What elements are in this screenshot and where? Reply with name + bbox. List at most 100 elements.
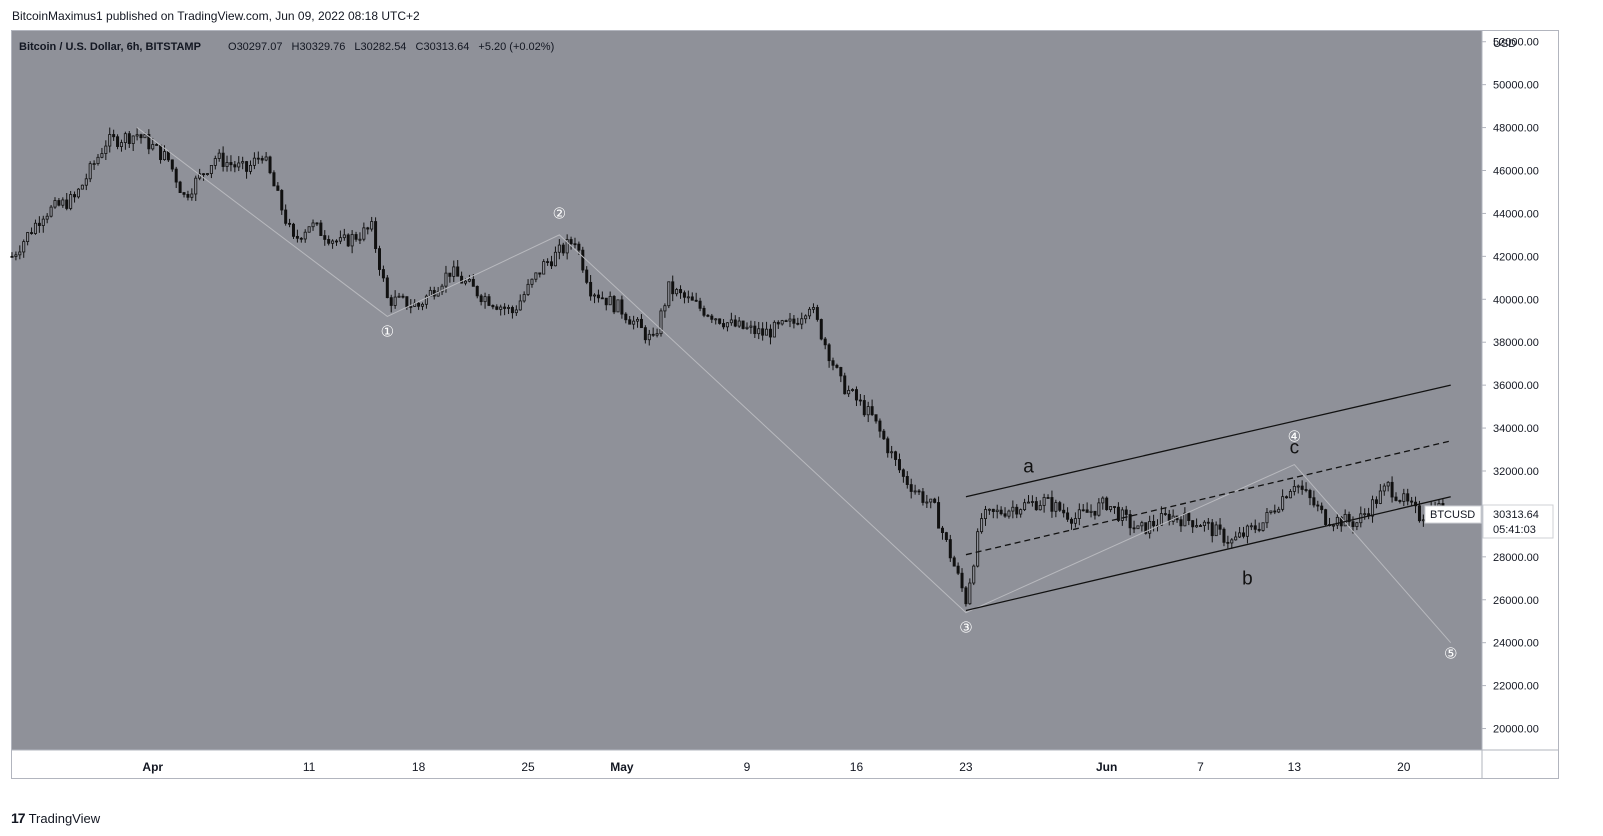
- candle-270: [1066, 507, 1070, 522]
- candle-105: [421, 302, 425, 311]
- svg-text:⑤: ⑤: [1444, 645, 1457, 662]
- ascending-channel: [965, 384, 1451, 612]
- candle-41: [170, 159, 174, 172]
- candle-66: [268, 155, 272, 175]
- candle-62: [252, 152, 256, 170]
- plot-area[interactable]: [12, 31, 1482, 750]
- tradingview-logo-icon: 17: [11, 810, 26, 826]
- candle-273: [1077, 503, 1081, 526]
- candle-271: [1069, 517, 1073, 530]
- candle-304: [1199, 524, 1203, 527]
- price-tick-10: 32000.00: [1493, 466, 1539, 478]
- candle-218: [862, 394, 866, 417]
- candle-311: [1226, 535, 1230, 549]
- candle-199: [788, 312, 792, 328]
- candle-49: [202, 173, 206, 181]
- candle-72: [291, 222, 295, 239]
- candle-1: [14, 251, 18, 261]
- candle-346: [1363, 508, 1367, 520]
- legend-low-label: L: [354, 41, 360, 53]
- candle-257: [1015, 504, 1019, 519]
- price-axis[interactable]: 52000.00 50000.00 48000.00 46000.00 44000.00…: [1482, 37, 1539, 736]
- last-price-tag: BTCUSD 30313.64 05:41:03: [1424, 504, 1554, 539]
- candle-129: [514, 305, 518, 316]
- candle-300: [1183, 507, 1187, 527]
- candle-323: [1273, 504, 1277, 515]
- svg-text:④: ④: [1288, 429, 1301, 446]
- candle-194: [768, 324, 772, 345]
- candle-235: [929, 498, 933, 509]
- candle-67: [272, 170, 276, 187]
- candle-319: [1257, 522, 1261, 533]
- candle-36: [151, 137, 155, 151]
- candle-167: [663, 303, 667, 318]
- candle-151: [600, 291, 604, 300]
- channel-lower-line[interactable]: [965, 496, 1451, 612]
- candle-310: [1222, 527, 1226, 547]
- price-tick-14: 24000.00: [1493, 638, 1539, 650]
- candle-134: [534, 272, 538, 283]
- candle-336: [1324, 508, 1328, 526]
- candle-30: [127, 130, 131, 148]
- candle-59: [241, 156, 245, 170]
- candle-259: [1023, 498, 1027, 512]
- candle-81: [327, 235, 331, 246]
- candle-20: [88, 161, 92, 183]
- candle-37: [155, 143, 159, 146]
- candle-10: [49, 204, 53, 218]
- candle-358: [1410, 496, 1414, 507]
- candle-113: [452, 260, 456, 283]
- candle-264: [1042, 493, 1046, 513]
- corrective-labels: a b c: [1023, 437, 1299, 589]
- svg-text:②: ②: [553, 205, 566, 222]
- candle-202: [800, 312, 804, 330]
- candle-156: [620, 295, 624, 319]
- candle-26: [112, 129, 116, 141]
- candle-63: [256, 151, 260, 164]
- channel-upper-line[interactable]: [965, 384, 1451, 498]
- chart-frame: [11, 30, 1559, 779]
- candle-21: [92, 160, 96, 170]
- candle-352: [1386, 481, 1390, 492]
- candle-276: [1089, 504, 1093, 518]
- candle-161: [639, 314, 643, 329]
- candle-24: [104, 140, 108, 160]
- time-tick-0: Apr: [142, 760, 163, 774]
- candle-112: [448, 272, 452, 283]
- candle-152: [604, 297, 608, 311]
- candle-251: [991, 508, 995, 519]
- candle-171: [679, 285, 683, 299]
- time-tick-9: 7: [1197, 760, 1204, 774]
- legend-change: +5.20 (+0.02%): [478, 41, 554, 53]
- candle-195: [772, 320, 776, 338]
- candle-102: [409, 299, 413, 314]
- candle-245: [968, 578, 972, 605]
- candle-282: [1113, 506, 1117, 514]
- tradingview-footer[interactable]: 17 TradingView: [11, 810, 100, 826]
- wave-label-5: ⑤: [1444, 645, 1457, 662]
- candle-144: [573, 237, 577, 249]
- candle-155: [616, 299, 620, 313]
- candle-356: [1402, 488, 1406, 507]
- candle-250: [987, 508, 991, 515]
- candle-114: [456, 260, 460, 277]
- channel-midline[interactable]: [965, 440, 1451, 556]
- candle-331: [1304, 482, 1308, 493]
- candle-286: [1128, 510, 1132, 536]
- candle-220: [870, 399, 874, 417]
- candle-65: [264, 152, 268, 162]
- candle-185: [733, 315, 737, 328]
- time-tick-5: 9: [744, 760, 751, 774]
- candle-3: [22, 239, 26, 258]
- candle-86: [346, 233, 350, 247]
- candle-0: [10, 252, 14, 258]
- candle-206: [815, 304, 819, 322]
- candle-149: [593, 293, 597, 304]
- candle-303: [1195, 518, 1199, 528]
- candle-221: [874, 414, 878, 424]
- candle-168: [667, 281, 671, 309]
- candle-240: [948, 534, 952, 562]
- candle-27: [116, 134, 120, 150]
- time-axis[interactable]: Apr 11 18 25 May 9 16 23 Jun 7 13 20: [142, 760, 1410, 774]
